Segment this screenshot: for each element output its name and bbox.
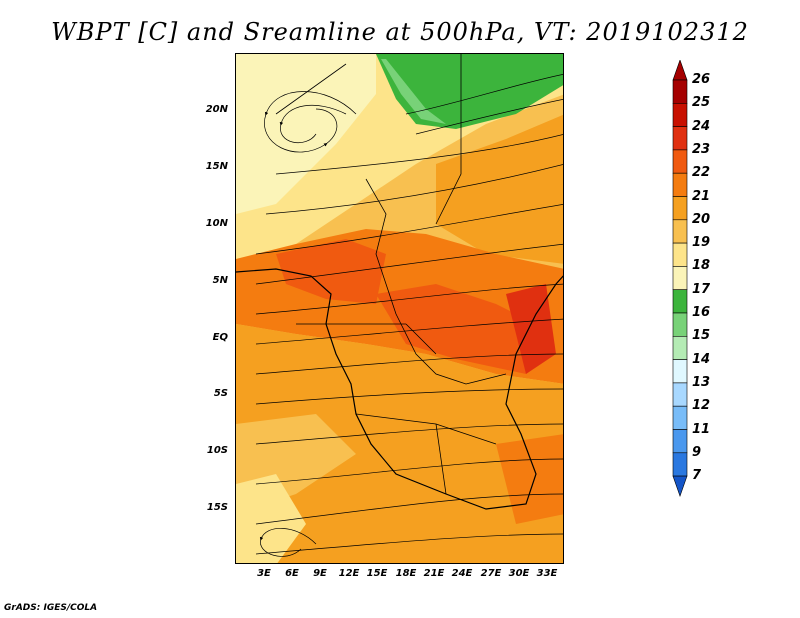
- colorbar-label: 11: [692, 421, 711, 437]
- lon-label: 18E: [395, 568, 417, 579]
- colorbar-label: 17: [692, 281, 711, 297]
- colorbar-segment: [672, 382, 688, 407]
- colorbar-label: 15: [692, 328, 711, 344]
- colorbar-label: 19: [692, 235, 711, 251]
- colorbar-label: 22: [692, 165, 711, 181]
- colorbar-bottom-arrow: [672, 475, 688, 498]
- colorbar-segment: [672, 289, 688, 314]
- colorbar-label: 7: [692, 468, 702, 484]
- map-title: WBPT [C] and Sreamline at 500hPa, VT: 20…: [51, 18, 749, 46]
- lon-label: 9E: [313, 568, 327, 579]
- lat-label: 10S: [206, 445, 228, 456]
- lat-label: 15S: [206, 502, 228, 513]
- colorbar: [672, 60, 688, 498]
- colorbar-segment: [672, 452, 688, 477]
- colorbar-top-arrow: [672, 60, 688, 81]
- colorbar-segment: [672, 102, 688, 127]
- lat-label: 20N: [205, 104, 228, 115]
- lat-label: 10N: [205, 218, 228, 229]
- colorbar-segment: [672, 126, 688, 151]
- wbpt-shaded-map: [236, 54, 563, 563]
- lon-label: 6E: [285, 568, 299, 579]
- lat-label: 5N: [212, 275, 228, 286]
- colorbar-label: 21: [692, 188, 711, 204]
- colorbar-label: 16: [692, 305, 711, 320]
- colorbar-label: 18: [692, 258, 711, 274]
- colorbar-segment: [672, 429, 688, 454]
- lon-label: 21E: [423, 568, 445, 579]
- lat-label: 5S: [213, 388, 228, 399]
- colorbar-segment: [672, 79, 688, 104]
- colorbar-label: 12: [692, 398, 711, 414]
- colorbar-segment: [672, 219, 688, 244]
- footer-credit: GrADS: IGES/COLA: [4, 603, 98, 613]
- lat-label: EQ: [212, 332, 228, 343]
- colorbar-segment: [672, 405, 688, 430]
- colorbar-label: 24: [692, 118, 711, 134]
- colorbar-label: 26: [692, 72, 711, 87]
- colorbar-label: 9: [692, 444, 702, 460]
- colorbar-label: 20: [692, 211, 711, 227]
- lat-label: 15N: [205, 161, 228, 172]
- lon-label: 3E: [257, 568, 271, 579]
- lon-label: 12E: [338, 568, 360, 579]
- colorbar-segment: [672, 242, 688, 267]
- colorbar-label: 13: [692, 374, 711, 390]
- colorbar-segment: [672, 172, 688, 197]
- colorbar-segment: [672, 359, 688, 384]
- colorbar-label: 23: [692, 141, 711, 157]
- colorbar-label: 25: [692, 95, 711, 111]
- lon-label: 15E: [366, 568, 388, 579]
- colorbar-segment: [672, 196, 688, 221]
- map-panel: [235, 53, 564, 564]
- lon-label: 27E: [480, 568, 502, 579]
- lon-label: 24E: [451, 568, 473, 579]
- colorbar-segment: [672, 149, 688, 174]
- colorbar-segment: [672, 266, 688, 290]
- lon-label: 30E: [508, 568, 530, 579]
- colorbar-segment: [672, 312, 688, 337]
- lon-label: 33E: [536, 568, 558, 579]
- colorbar-label: 14: [692, 351, 711, 367]
- colorbar-segment: [672, 335, 688, 360]
